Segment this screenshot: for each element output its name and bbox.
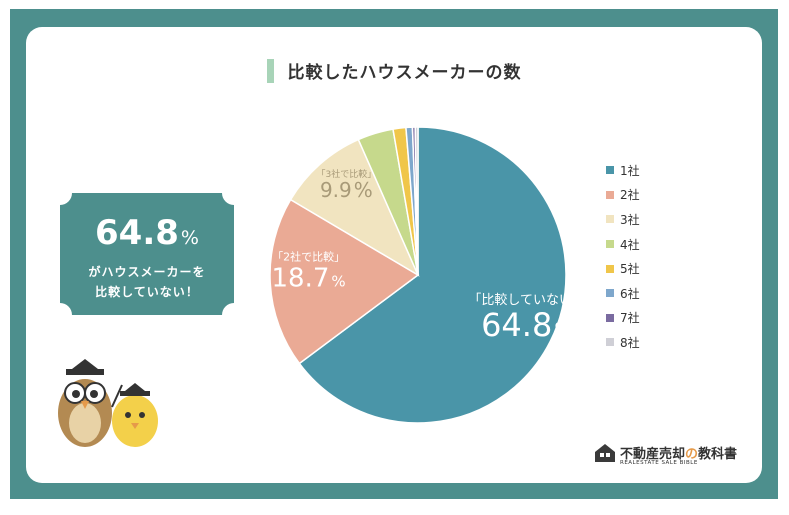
slice-label-3: 「3社で比較」	[317, 168, 377, 180]
title-accent-bar	[267, 58, 275, 83]
legend-item-4: 4社	[606, 232, 640, 257]
slice-label-2: 「2社で比較」	[272, 249, 345, 263]
callout-line-1: がハウスメーカーを	[88, 265, 206, 279]
pie-slice-3	[289, 138, 420, 277]
legend-swatch-8	[606, 338, 614, 347]
callout-box: 64.8% がハウスメーカーを 比較していない！	[60, 193, 234, 315]
legend-item-8: 8社	[606, 330, 640, 355]
legend: 1社 2社 3社 4社 5社 6社 7社 8社	[606, 158, 640, 355]
chart-title: 比較したハウスメーカーの数	[287, 63, 522, 83]
legend-item-5: 5社	[606, 256, 640, 281]
legend-label-7: 7社	[620, 311, 640, 326]
pie-slice-2	[269, 198, 420, 365]
legend-swatch-6	[606, 289, 614, 298]
legend-swatch-7	[606, 313, 614, 322]
legend-label-3: 3社	[620, 212, 640, 227]
callout-unit: %	[180, 227, 199, 249]
legend-swatch-2	[606, 190, 614, 199]
slice-value-2: 18.7%	[272, 263, 346, 293]
logo-subtitle: REALESTATE SALE BIBLE	[620, 460, 698, 466]
logo-name-a: 不動産売却	[620, 447, 686, 462]
house-icon	[595, 444, 615, 462]
legend-swatch-5	[606, 264, 614, 273]
legend-swatch-1	[606, 166, 614, 175]
legend-label-6: 6社	[620, 286, 640, 301]
owl-chick-mascot-icon	[58, 359, 158, 447]
callout-value: 64.8%	[60, 213, 234, 253]
legend-item-6: 6社	[606, 281, 640, 306]
pie-slice-8	[414, 126, 419, 276]
legend-item-1: 1社	[606, 158, 640, 183]
legend-label-4: 4社	[620, 237, 640, 252]
slice-value-3: 9.9%	[320, 178, 373, 202]
legend-swatch-3	[606, 215, 614, 224]
logo-name-c: 教科書	[698, 447, 738, 462]
callout-line-2: 比較していない！	[95, 285, 199, 299]
legend-item-7: 7社	[606, 306, 640, 331]
slice-value-1: 64.8%	[481, 306, 572, 344]
pie-slice-1	[298, 126, 567, 424]
logo-name-b: の	[685, 447, 699, 462]
slice-label-1: 「比較していない」	[468, 293, 573, 308]
logo-name: 不動産売却の教科書	[620, 443, 737, 462]
legend-item-2: 2社	[606, 183, 640, 208]
callout-number: 64.8	[95, 213, 179, 253]
legend-label-2: 2社	[620, 188, 640, 203]
legend-label-1: 1社	[620, 163, 640, 178]
legend-swatch-4	[606, 240, 614, 249]
callout-shape	[60, 193, 234, 315]
legend-label-8: 8社	[620, 335, 640, 350]
title-area: 比較したハウスメーカーの数	[0, 58, 789, 83]
legend-label-5: 5社	[620, 262, 640, 277]
legend-item-3: 3社	[606, 207, 640, 232]
pie-chart: 「比較していない」64.8% 「2社で比較」18.7% 「3社で比較」9.9%	[269, 126, 573, 424]
